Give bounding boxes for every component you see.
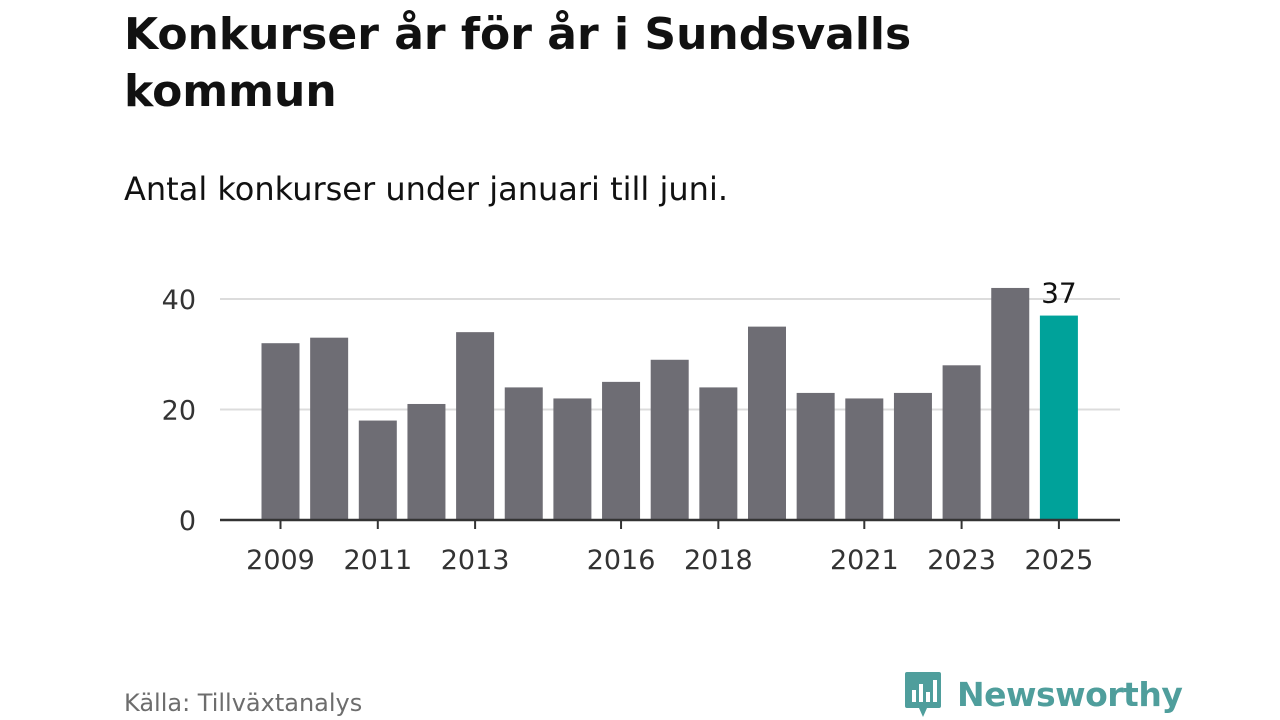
bar-2021 xyxy=(845,398,884,520)
x-tick-label: 2011 xyxy=(343,545,412,576)
x-tick-label: 2009 xyxy=(246,545,315,576)
x-tick-label: 2016 xyxy=(587,545,656,576)
y-tick-label: 0 xyxy=(179,506,196,537)
y-tick-label: 40 xyxy=(162,285,196,316)
bar-2014 xyxy=(504,387,543,520)
x-tick-label: 2025 xyxy=(1025,545,1094,576)
newsworthy-logo-icon xyxy=(905,672,941,717)
bar-2023 xyxy=(942,365,981,520)
bar-2010 xyxy=(310,337,349,520)
bar-2019 xyxy=(748,326,786,520)
x-tick-label: 2018 xyxy=(684,545,753,576)
bar-2025 xyxy=(1039,315,1078,520)
bar-2013 xyxy=(456,332,495,520)
x-tick-label: 2013 xyxy=(441,545,510,576)
x-tick-label: 2023 xyxy=(927,545,996,576)
brand-logo: Newsworthy xyxy=(903,670,1183,718)
brand-name: Newsworthy xyxy=(957,674,1183,714)
bar-2012 xyxy=(407,403,446,520)
chart-title: Konkurser år för år i Sundsvalls kommun xyxy=(124,9,912,117)
bar-2022 xyxy=(893,392,932,520)
bar-2024 xyxy=(991,287,1030,520)
bar-2020 xyxy=(796,392,835,520)
y-tick-label: 20 xyxy=(162,396,196,427)
bar-2017 xyxy=(650,359,689,520)
bar-2011 xyxy=(358,420,397,520)
bar-2016 xyxy=(602,381,641,520)
bar-2018 xyxy=(699,387,738,520)
data-label: 37 xyxy=(1041,277,1077,310)
bar-2015 xyxy=(553,398,592,520)
bar-chart: 0 20 40 2009 2011 2013 2016 2018 2021 2023 2025 37 xyxy=(162,277,1120,576)
x-tick-label: 2021 xyxy=(830,545,899,576)
bar-2009 xyxy=(261,343,300,520)
chart-subtitle: Antal konkurser under januari till juni. xyxy=(124,170,728,208)
source-note: Källa: Tillväxtanalys xyxy=(124,689,363,717)
